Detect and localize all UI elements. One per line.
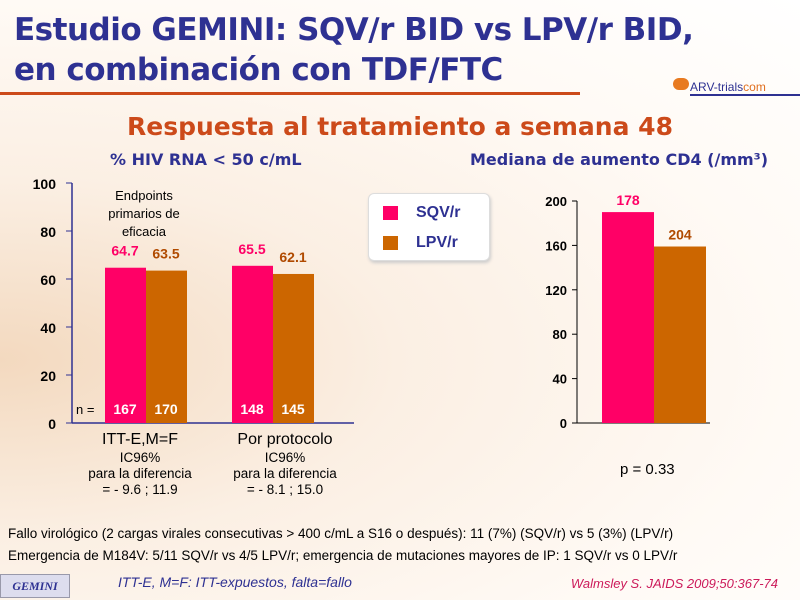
n-label: 145 [281, 401, 305, 417]
logo: ARV-trialscom [690, 80, 766, 94]
y-tick-label: 60 [40, 272, 56, 288]
n-label: 167 [113, 401, 137, 417]
divider [690, 94, 800, 96]
n-label: 170 [154, 401, 178, 417]
y-tick-label: 80 [40, 224, 56, 240]
y-tick-label: 120 [545, 283, 567, 298]
abbrev-note: ITT-E, M=F: ITT-expuestos, falta=fallo [118, 574, 352, 590]
y-tick-label: 100 [33, 176, 57, 192]
data-label: 178 [616, 192, 640, 208]
y-tick-label: 80 [553, 327, 567, 342]
annotation: primarios de [108, 206, 180, 221]
pill-logo-icon [673, 78, 689, 90]
bar-lpvr-1 [273, 273, 314, 423]
data-label: 204 [668, 227, 692, 243]
subtitle: Respuesta al tratamiento a semana 48 [127, 112, 673, 141]
category-pp: Por protocolo IC96% para la diferencia = - … [233, 431, 337, 497]
n-label: 148 [240, 401, 264, 417]
cd4-bar-sqvr [602, 212, 654, 423]
annotation: Endpoints [115, 188, 173, 203]
y-tick-label: 160 [545, 238, 567, 253]
y-tick-label: 40 [553, 372, 567, 387]
p-value: p = 0.33 [620, 461, 675, 478]
y-tick-label: 0 [48, 416, 56, 432]
legend: SQV/r LPV/r [368, 193, 490, 261]
footnote-1: Fallo virológico (2 cargas virales conse… [8, 526, 674, 541]
gemini-badge: GEMINI [0, 574, 70, 598]
reference: Walmsley S. JAIDS 2009;50:367-74 [570, 576, 778, 591]
bar-sqvr-0 [105, 267, 146, 423]
slide-title: Estudio GEMINI: SQV/r BID vs LPV/r BID, e… [14, 10, 694, 90]
n-prefix: n = [76, 402, 94, 417]
footnote-2: Emergencia de M184V: 5/11 SQV/r vs 4/5 L… [8, 548, 678, 563]
category-itt: ITT-E,M=F IC96% para la diferencia = - 9.6 … [88, 431, 192, 497]
bar-sqvr-1 [232, 265, 273, 423]
legend-lpv: LPV/r [383, 234, 458, 252]
y-tick-label: 20 [40, 368, 56, 384]
cd4-bar-lpvr [654, 246, 706, 423]
y-tick-label: 40 [40, 320, 56, 336]
bar-lpvr-0 [146, 270, 187, 423]
chart2-title: Mediana de aumento CD4 (/mm³) [470, 150, 768, 169]
data-label: 63.5 [152, 246, 179, 262]
legend-sqv: SQV/r [383, 204, 460, 222]
y-tick-label: 0 [560, 416, 567, 431]
y-tick-label: 200 [545, 194, 567, 209]
data-label: 64.7 [111, 243, 138, 259]
divider [0, 92, 580, 95]
swatch-icon [383, 205, 398, 220]
chart1-title: % HIV RNA < 50 c/mL [110, 150, 302, 169]
data-label: 65.5 [238, 241, 265, 257]
data-label: 62.1 [279, 249, 306, 265]
title-line-1: Estudio GEMINI: SQV/r BID vs LPV/r BID, [14, 12, 694, 48]
annotation: eficacia [122, 224, 167, 239]
title-line-2: en combinación con TDF/FTC [14, 52, 503, 88]
swatch-icon [383, 235, 398, 250]
